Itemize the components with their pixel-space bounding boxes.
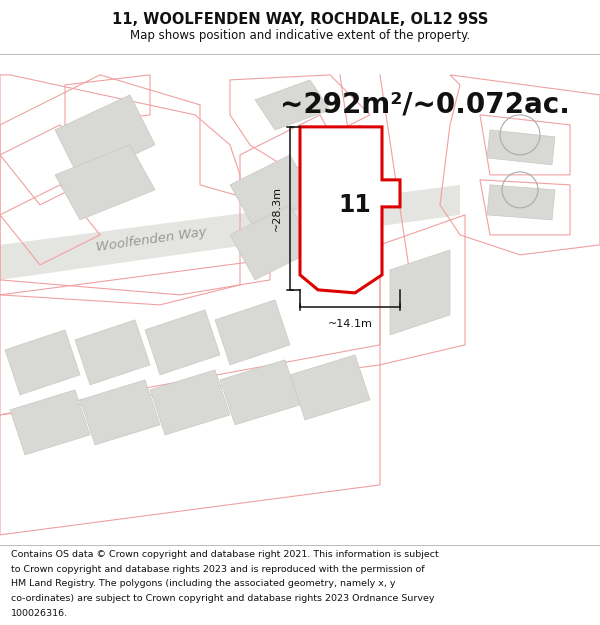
Polygon shape <box>230 155 315 230</box>
Text: ~14.1m: ~14.1m <box>328 319 373 329</box>
Polygon shape <box>230 205 315 280</box>
Polygon shape <box>10 390 90 455</box>
Polygon shape <box>255 80 330 130</box>
Text: 100026316.: 100026316. <box>11 609 68 618</box>
Polygon shape <box>290 355 370 420</box>
Text: to Crown copyright and database rights 2023 and is reproduced with the permissio: to Crown copyright and database rights 2… <box>11 564 424 574</box>
Text: co-ordinates) are subject to Crown copyright and database rights 2023 Ordnance S: co-ordinates) are subject to Crown copyr… <box>11 594 434 603</box>
Text: 11: 11 <box>338 193 371 217</box>
Text: Map shows position and indicative extent of the property.: Map shows position and indicative extent… <box>130 29 470 42</box>
Polygon shape <box>80 380 160 445</box>
Text: ~292m²/~0.072ac.: ~292m²/~0.072ac. <box>280 91 570 119</box>
Polygon shape <box>487 130 555 165</box>
Text: Woolfenden Way: Woolfenden Way <box>95 226 208 254</box>
Polygon shape <box>300 127 400 293</box>
Polygon shape <box>55 95 155 180</box>
Text: 11, WOOLFENDEN WAY, ROCHDALE, OL12 9SS: 11, WOOLFENDEN WAY, ROCHDALE, OL12 9SS <box>112 12 488 27</box>
Text: HM Land Registry. The polygons (including the associated geometry, namely x, y: HM Land Registry. The polygons (includin… <box>11 579 395 588</box>
Polygon shape <box>305 125 375 185</box>
Text: ~28.3m: ~28.3m <box>272 186 282 231</box>
Polygon shape <box>220 360 300 425</box>
Polygon shape <box>150 370 230 435</box>
Polygon shape <box>0 185 460 280</box>
Polygon shape <box>75 320 150 385</box>
Polygon shape <box>215 300 290 365</box>
Text: Contains OS data © Crown copyright and database right 2021. This information is : Contains OS data © Crown copyright and d… <box>11 550 439 559</box>
Polygon shape <box>487 185 555 220</box>
Polygon shape <box>55 145 155 220</box>
Polygon shape <box>145 310 220 375</box>
Polygon shape <box>5 330 80 395</box>
Polygon shape <box>390 250 450 335</box>
